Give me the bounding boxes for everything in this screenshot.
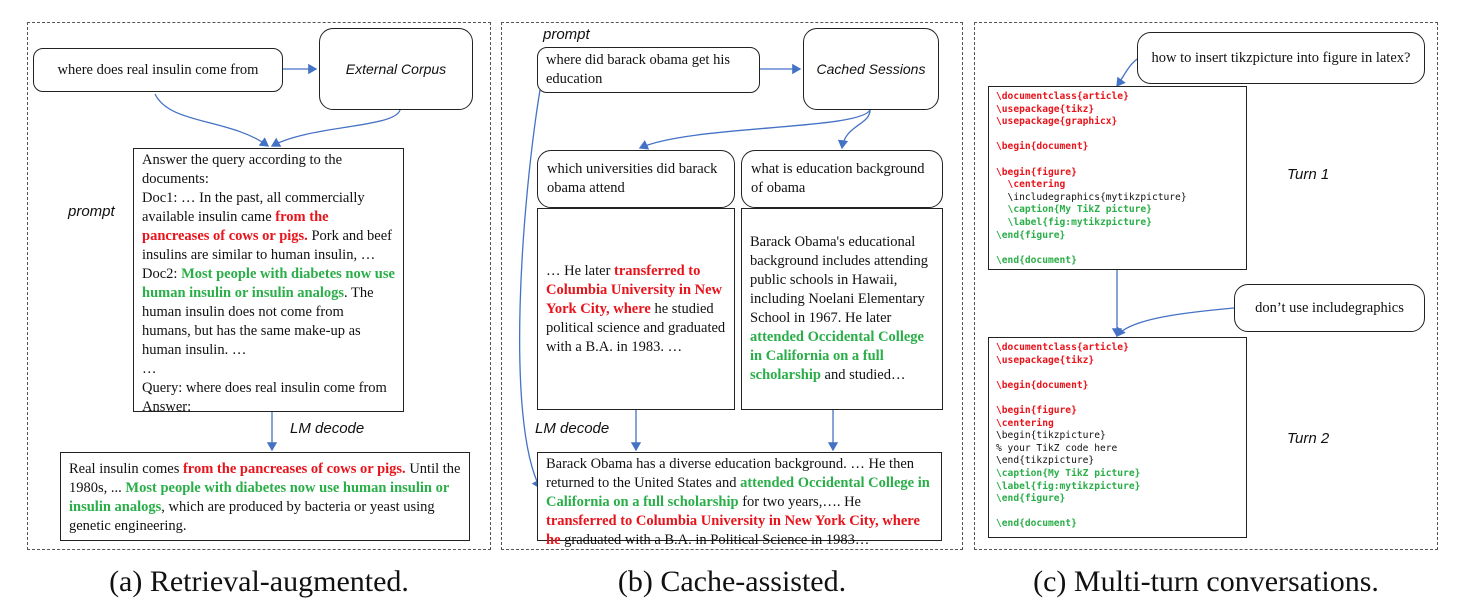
arrow-cache-to-s1	[638, 109, 871, 150]
code-line: \documentclass{article}	[996, 91, 1129, 102]
code-line: \usepackage{tikz}	[996, 354, 1095, 366]
turn1-label: Turn 1	[1287, 166, 1330, 183]
prompt-label-a: prompt	[68, 203, 115, 220]
doc1-rest: Pork and beef insulins are similar to hu…	[142, 228, 392, 263]
code-turn1-lines: \documentclass{article} \usepackage{tikz}…	[996, 91, 1239, 267]
code-line: \centering	[996, 417, 1054, 429]
doc1-text: Doc1: … In the past, all commercially av…	[142, 190, 365, 225]
output-a-text: Real insulin comes	[69, 461, 183, 477]
session1-question: which universities did barack obama atte…	[537, 150, 735, 208]
doc2-label: Doc2:	[142, 266, 182, 282]
code-line: \label{fig:mytikzpicture}	[996, 480, 1141, 492]
code-line: \usepackage{graphicx}	[996, 116, 1118, 128]
lm-decode-label-b: LM decode	[535, 420, 610, 437]
code-line	[996, 506, 1239, 519]
code-line	[996, 154, 1239, 167]
cached-sessions-label: Cached Sessions	[816, 61, 926, 77]
code-line: \includegraphics{mytikzpicture}	[996, 191, 1187, 203]
doc2-rest: . The human insulin does not come from h…	[142, 285, 374, 358]
code-line: \documentclass{article}	[996, 342, 1129, 353]
user-question-2: don’t use includegraphics	[1234, 284, 1425, 332]
output-a-green: Most people with diabetes now use human …	[69, 480, 450, 515]
code-line: \end{document}	[996, 518, 1077, 530]
code-line: \label{fig:mytikzpicture}	[996, 216, 1152, 228]
prompt-label-b: prompt	[543, 26, 590, 43]
b-query-text: where did barack obama get his education	[546, 52, 730, 87]
output-a-red: from the pancreases of cows or pigs.	[182, 461, 406, 477]
prompt-box: Answer the query according to the docume…	[133, 148, 404, 415]
session2-answer-rest: and studied…	[820, 367, 906, 383]
arrow-query-to-prompt	[154, 93, 270, 147]
code-line: \begin{figure}	[996, 404, 1077, 416]
code-line: \begin{document}	[996, 141, 1089, 153]
code-block-turn1: \documentclass{article} \usepackage{tikz}…	[988, 86, 1247, 270]
output-b-text: Barack Obama has a diverse education bac…	[546, 456, 915, 491]
panel-cache	[501, 22, 963, 550]
arrow-cache-to-s2	[837, 109, 871, 150]
user-question-2-text: don’t use includegraphics	[1255, 299, 1404, 316]
cached-sessions-box: Cached Sessions	[803, 28, 939, 110]
code-line	[996, 129, 1239, 142]
code-line: \end{tikzpicture}	[996, 455, 1095, 467]
turn2-label: Turn 2	[1287, 430, 1330, 447]
arrow-corpus-to-prompt	[270, 109, 401, 147]
code-line: \begin{tikzpicture}	[996, 430, 1106, 442]
output-box-b: Barack Obama has a diverse education bac…	[537, 452, 942, 548]
code-line: \end{figure}	[996, 229, 1066, 241]
session1-answer-red: transferred to Columbia University in Ne…	[546, 262, 723, 317]
code-line	[996, 392, 1239, 405]
output-b-green: attended Occidental College in Californi…	[546, 475, 930, 510]
caption-c: (c) Multi-turn conversations.	[1033, 565, 1379, 598]
doc1-highlight: from the pancreases of cows or pigs.	[142, 209, 329, 244]
code-line: \end{figure}	[996, 493, 1066, 505]
output-b-rest: graduated with a B.A. in Political Scien…	[560, 532, 870, 548]
arrow-bquery-to-output	[518, 89, 542, 490]
prompt-ellipsis: …	[142, 361, 157, 377]
b-query-box: where did barack obama get his education	[537, 47, 760, 93]
code-line: % your TikZ code here	[996, 442, 1118, 454]
output-a-mid: Until the 1980s, ...	[69, 461, 461, 496]
prompt-instruction: Answer the query according to the docume…	[142, 152, 343, 187]
code-turn2-lines: \documentclass{article} \usepackage{tikz}…	[996, 342, 1239, 531]
session2-question: what is education background of obama	[741, 150, 943, 208]
prompt-query: Query: where does real insulin come from	[142, 380, 387, 396]
caption-a: (a) Retrieval-augmented.	[109, 565, 409, 598]
session2-answer-green: attended Occidental College in Californi…	[750, 329, 924, 383]
session1-question-text: which universities did barack obama atte…	[547, 161, 718, 196]
code-line: \usepackage{tikz}	[996, 103, 1095, 115]
query-box: where does real insulin come from	[33, 48, 283, 92]
code-block-turn2: \documentclass{article} \usepackage{tikz}…	[988, 337, 1247, 538]
output-b-red: transferred to Columbia University in Ne…	[546, 513, 920, 548]
output-b-mid: for two years,…. He	[738, 494, 861, 510]
arrow-q2-to-code2	[1116, 307, 1235, 338]
external-corpus-label: External Corpus	[345, 61, 447, 77]
user-question-1: how to insert tikzpicture into figure in…	[1137, 32, 1425, 84]
code-line: \end{document}	[996, 254, 1077, 266]
panel-multiturn	[974, 22, 1438, 550]
session1-answer-text: … He later	[546, 262, 615, 279]
lm-decode-label-a: LM decode	[290, 420, 365, 437]
user-question-1-text: how to insert tikzpicture into figure in…	[1151, 49, 1411, 66]
session2-question-text: what is education background of obama	[751, 161, 925, 196]
code-line: \centering	[996, 179, 1066, 191]
external-corpus-box: External Corpus	[319, 28, 473, 110]
session2-answer: Barack Obama's educational background in…	[741, 208, 943, 410]
code-line	[996, 367, 1239, 380]
session2-answer-text: Barack Obama's educational background in…	[750, 234, 928, 326]
doc2-highlight: Most people with diabetes now use human …	[142, 266, 395, 301]
output-a-rest: , which are produced by bacteria or yeas…	[69, 499, 435, 534]
code-line: \begin{figure}	[996, 166, 1077, 178]
caption-b: (b) Cache-assisted.	[617, 565, 847, 598]
code-line	[996, 242, 1239, 255]
prompt-answer: Answer:	[142, 399, 192, 415]
panel-retrieval	[27, 22, 491, 550]
session1-answer-rest: he studied political science and graduat…	[546, 300, 726, 355]
code-line: \caption{My TikZ picture}	[996, 204, 1152, 216]
code-line: \begin{document}	[996, 379, 1089, 391]
output-box-a: Real insulin comes from the pancreases o…	[60, 452, 470, 541]
code-line: \caption{My TikZ picture}	[996, 467, 1141, 479]
query-text: where does real insulin come from	[57, 61, 259, 78]
session1-answer: … He later transferred to Columbia Unive…	[537, 208, 735, 410]
